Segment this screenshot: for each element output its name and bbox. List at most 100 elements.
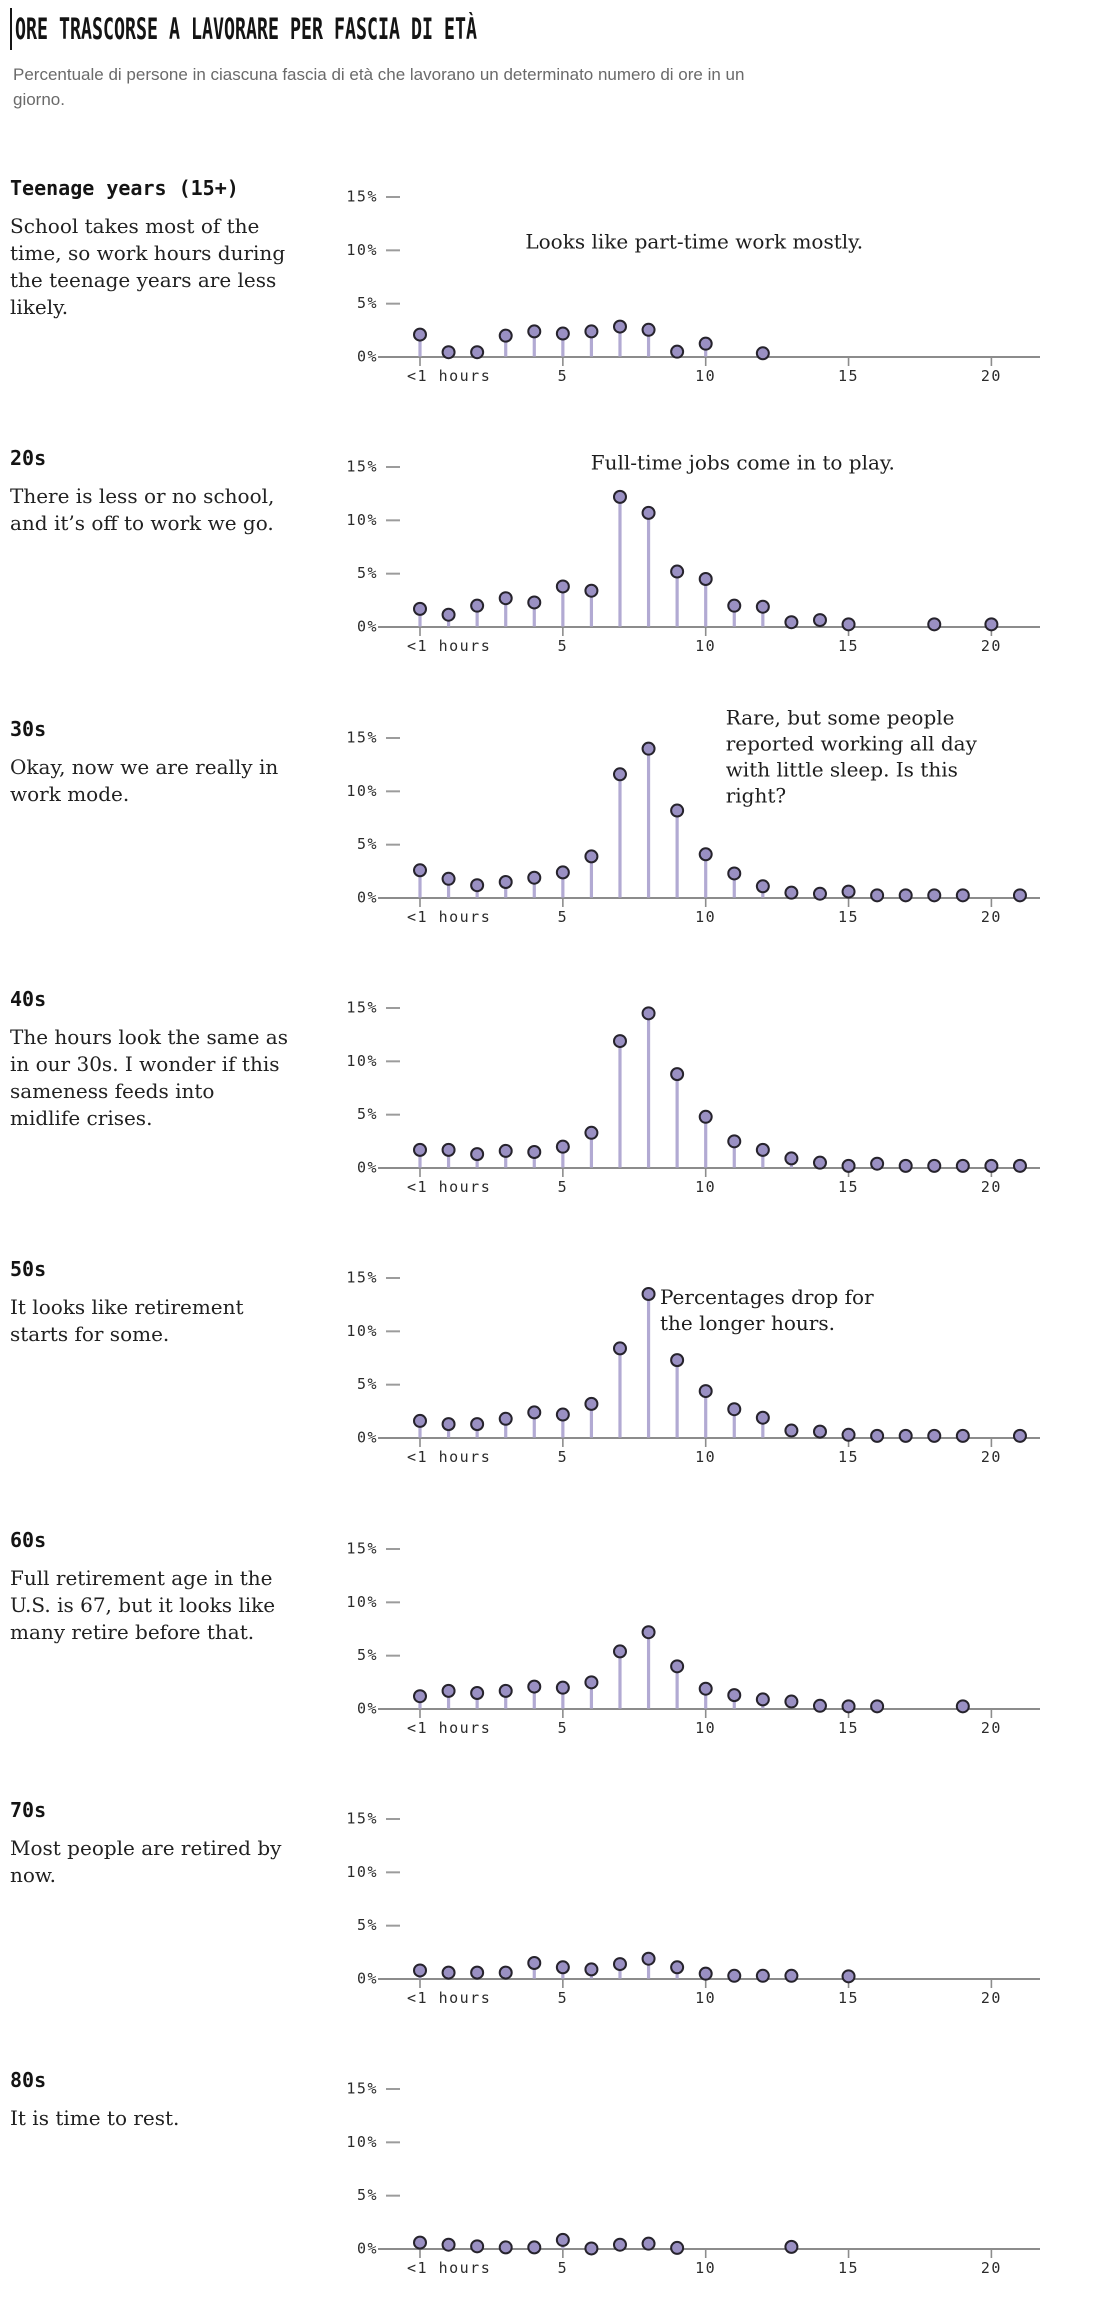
data-point-dot — [841, 617, 856, 632]
data-point-dot — [670, 564, 685, 579]
x-tick-label: 20 — [981, 908, 1002, 926]
x-tick-label: 15 — [838, 367, 859, 385]
age-group-section: 80s It is time to rest. 0% 5% 10% 15% <1 hou… — [0, 2044, 1114, 2314]
y-tick-label: 15% — [346, 2079, 378, 2097]
x-tick-label: 15 — [838, 2259, 859, 2277]
y-tick-label: 0% — [357, 1429, 378, 1447]
data-point-dot — [584, 324, 599, 339]
data-point-dot — [498, 1143, 513, 1158]
x-tick-label: <1 hours — [407, 1178, 491, 1196]
x-tick-label: 5 — [558, 367, 569, 385]
chart-annotation-line: reported working all day — [726, 731, 978, 755]
data-point-dot — [584, 2241, 599, 2256]
x-tick-label: 10 — [695, 1719, 716, 1737]
data-point-dot — [555, 1139, 570, 1154]
data-point-dot — [470, 1965, 485, 1980]
age-group-heading: 70s — [10, 1798, 47, 1822]
y-tick-label: 5% — [357, 1105, 378, 1123]
age-group-section: 70s Most people are retired by now. 0% 5%… — [0, 1774, 1114, 2044]
data-point-dot — [812, 1155, 827, 1170]
data-point-dot — [1012, 1158, 1027, 1173]
age-group-description: Okay, now we are really in work mode. — [10, 755, 279, 806]
y-tick-label: 0% — [357, 618, 378, 636]
data-point-dot — [1012, 1428, 1027, 1443]
y-tick-label: 10% — [346, 511, 378, 529]
x-tick-label: 20 — [981, 1178, 1002, 1196]
data-point-dot — [498, 874, 513, 889]
data-point-dot — [755, 599, 770, 614]
data-point-dot — [755, 879, 770, 894]
age-group-description: The hours look the same as in our 30s. I… — [10, 1025, 288, 1130]
age-group-heading: 40s — [10, 987, 47, 1011]
age-group-text-column: 30s Okay, now we are really in work mode… — [10, 717, 290, 808]
x-tick-label: 20 — [981, 367, 1002, 385]
age-group-text-column: 80s It is time to rest. — [10, 2068, 290, 2132]
y-tick-label: 5% — [357, 1375, 378, 1393]
data-point-dot — [727, 1402, 742, 1417]
lollipop-chart: 0% 5% 10% 15% <1 hours 5 10 15 20 — [346, 1539, 1040, 1737]
y-tick-label: 10% — [346, 1322, 378, 1340]
chart-annotation-line: the longer hours. — [660, 1311, 835, 1335]
data-point-dot — [413, 863, 427, 878]
lollipop-chart: 0% 5% 10% 15% <1 hours 5 10 15 20 Looks like part… — [346, 187, 1040, 385]
lollipop-chart: 0% 5% 10% 15% <1 hours 5 10 15 20 Full-time jobs … — [346, 450, 1040, 655]
y-tick-label: 15% — [346, 728, 378, 746]
y-tick-label: 5% — [357, 1916, 378, 1934]
age-group-text-column: 70s Most people are retired by now. — [10, 1798, 290, 1889]
x-tick-label: 15 — [838, 908, 859, 926]
y-tick-label: 5% — [357, 1646, 378, 1664]
data-point-dot — [555, 1960, 570, 1975]
data-point-dot — [698, 847, 713, 862]
data-point-dot — [784, 1694, 799, 1709]
x-tick-label: 20 — [981, 637, 1002, 655]
x-tick-label: 5 — [558, 2259, 569, 2277]
age-group-text-column: 60s Full retirement age in the U.S. is 6… — [10, 1528, 290, 1646]
y-tick-label: 15% — [346, 998, 378, 1016]
age-group-description: There is less or no school, and it’s off… — [10, 484, 275, 535]
data-point-dot — [755, 1968, 770, 1983]
x-tick-label: 15 — [838, 1448, 859, 1466]
x-tick-label: 20 — [981, 2259, 1002, 2277]
data-point-dot — [870, 1699, 885, 1714]
x-tick-label: 10 — [695, 1178, 716, 1196]
data-point-dot — [498, 1965, 513, 1980]
data-point-dot — [784, 885, 799, 900]
x-tick-label: 15 — [838, 637, 859, 655]
data-point-dot — [441, 2237, 456, 2252]
y-tick-label: 10% — [346, 1593, 378, 1611]
x-tick-label: <1 hours — [407, 1719, 491, 1737]
data-point-dot — [698, 336, 713, 351]
age-group-description: It looks like retirement starts for some… — [10, 1295, 244, 1346]
age-group-section: Teenage years (15+) School takes most of… — [0, 152, 1114, 422]
data-point-dot — [498, 1411, 513, 1426]
data-point-dot — [612, 767, 627, 782]
data-point-dot — [784, 1151, 799, 1166]
data-point-dot — [927, 1428, 942, 1443]
data-point-dot — [670, 344, 685, 359]
data-point-dot — [555, 1680, 570, 1695]
age-group-section: 40s The hours look the same as in our 30… — [0, 963, 1114, 1233]
x-tick-label: <1 hours — [407, 1989, 491, 2007]
data-point-dot — [727, 1134, 742, 1149]
page-title: ORE TRASCORSE A LAVORARE PER FASCIA DI E… — [15, 12, 477, 46]
x-tick-label: <1 hours — [407, 908, 491, 926]
data-point-dot — [413, 1413, 427, 1428]
page-subtitle: Percentuale di persone in ciascuna fasci… — [13, 65, 745, 109]
data-point-dot — [641, 741, 656, 756]
y-tick-label: 10% — [346, 782, 378, 800]
age-group-description: Full retirement age in the U.S. is 67, b… — [10, 1566, 276, 1644]
data-point-dot — [470, 598, 485, 613]
data-point-dot — [527, 595, 542, 610]
age-group-text-column: 40s The hours look the same as in our 30… — [10, 987, 290, 1132]
chart-annotation-line: Full-time jobs come in to play. — [591, 450, 895, 474]
data-point-dot — [527, 1679, 542, 1694]
age-group-heading: 60s — [10, 1528, 47, 1552]
data-point-dot — [527, 324, 542, 339]
data-point-dot — [527, 870, 542, 885]
data-point-dot — [641, 1286, 656, 1301]
x-tick-label: 10 — [695, 367, 716, 385]
age-group-section: 20s There is less or no school, and it’s… — [0, 422, 1114, 692]
data-point-dot — [955, 888, 970, 903]
data-point-dot — [927, 617, 942, 632]
data-point-dot — [470, 345, 485, 360]
